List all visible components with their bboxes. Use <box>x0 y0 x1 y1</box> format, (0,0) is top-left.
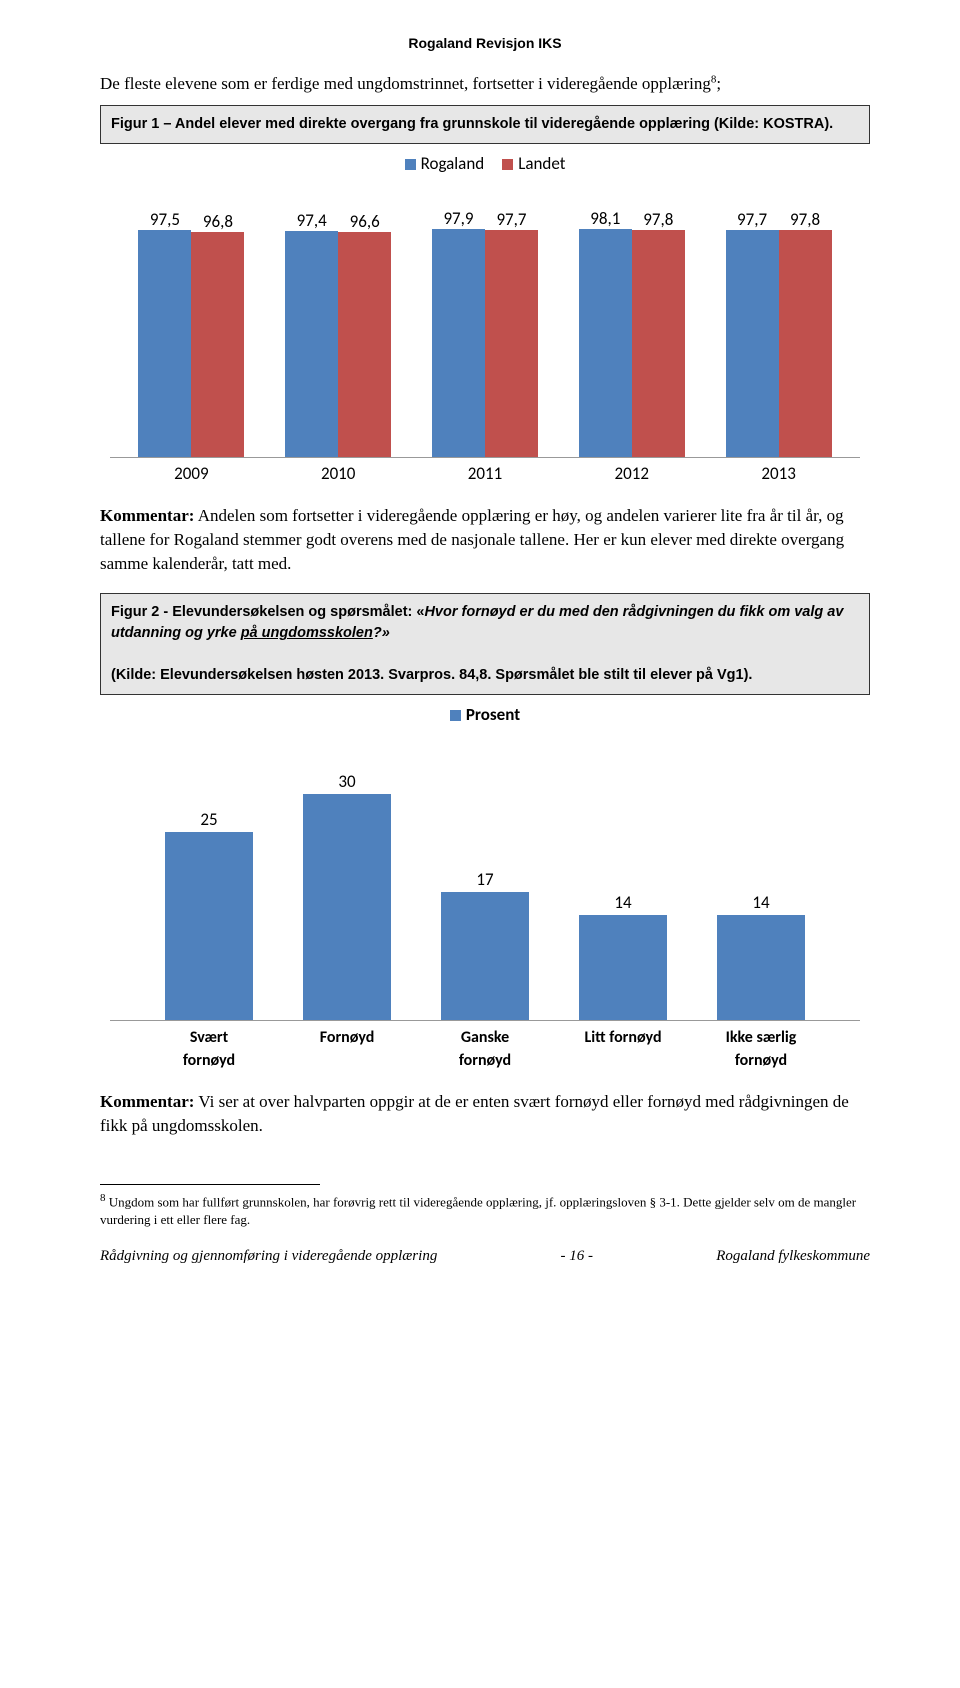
figure1-caption: Figur 1 – Andel elever med direkte overg… <box>100 105 870 144</box>
bar-label: 98,1 <box>579 207 632 231</box>
legend-label: Rogaland <box>421 152 485 176</box>
figure2-title-b: ?» <box>373 625 390 641</box>
chart1-plot: 97,596,897,496,697,997,798,197,897,797,8 <box>110 178 860 458</box>
x-tick: Ikke særlig fornøyd <box>716 1027 806 1072</box>
bar: 25 <box>165 832 253 1021</box>
commentary-label: Kommentar: <box>100 1092 194 1111</box>
bar-label: 25 <box>165 808 253 832</box>
legend-label: Landet <box>518 152 565 176</box>
bar-label: 97,8 <box>632 208 685 232</box>
legend-item-landet: Landet <box>502 152 565 176</box>
x-tick: 2012 <box>579 462 685 486</box>
bar-wrap: 14 <box>716 915 806 1021</box>
footnote: 8 Ungdom som har fullført grunnskolen, h… <box>100 1191 870 1228</box>
x-tick: Ganske fornøyd <box>440 1027 530 1072</box>
bar: 30 <box>303 794 391 1020</box>
footnote-separator <box>100 1184 320 1185</box>
chart2-plot: 2530171414 <box>110 731 860 1021</box>
bar-group: 97,496,6 <box>285 231 391 458</box>
bar-label: 14 <box>579 891 667 915</box>
chart1-legend: Rogaland Landet <box>110 152 860 176</box>
commentary1: Kommentar: Andelen som fortsetter i vide… <box>100 504 870 575</box>
bar-label: 97,7 <box>726 208 779 232</box>
x-tick: Fornøyd <box>302 1027 392 1072</box>
footer-center: - 16 - <box>561 1246 594 1267</box>
commentary-label: Kommentar: <box>100 506 194 525</box>
legend-swatch <box>502 159 513 170</box>
bar-landet: 96,8 <box>191 232 244 457</box>
org-header: Rogaland Revisjon IKS <box>100 34 870 54</box>
figure2-caption: Figur 2 - Elevundersøkelsen og spørsmåle… <box>100 593 870 695</box>
x-tick: 2010 <box>285 462 391 486</box>
commentary-text: Vi ser at over halvparten oppgir at de e… <box>100 1092 849 1135</box>
bar-wrap: 14 <box>578 915 668 1021</box>
bar-label: 96,8 <box>191 210 244 234</box>
legend-label: Prosent <box>466 703 520 727</box>
bar-label: 97,5 <box>138 208 191 232</box>
bar-label: 96,6 <box>338 210 391 234</box>
intro-text: De fleste elevene som er ferdige med ung… <box>100 74 711 93</box>
bar-rogaland: 97,5 <box>138 230 191 457</box>
x-tick: Svært fornøyd <box>164 1027 254 1072</box>
bar-rogaland: 97,9 <box>432 229 485 457</box>
legend-swatch <box>450 710 461 721</box>
x-tick: Litt fornøyd <box>578 1027 668 1072</box>
intro-footnote-ref: 8 <box>711 73 717 85</box>
bar-group: 98,197,8 <box>579 229 685 457</box>
x-tick: 2009 <box>138 462 244 486</box>
x-tick: 2011 <box>432 462 538 486</box>
page-footer: Rådgivning og gjennomføring i videregåen… <box>100 1246 870 1267</box>
chart1: Rogaland Landet 97,596,897,496,697,997,7… <box>100 152 870 486</box>
bar: 14 <box>717 915 805 1021</box>
bar-label: 14 <box>717 891 805 915</box>
footnote-text: Ungdom som har fullført grunnskolen, har… <box>100 1194 856 1227</box>
bar: 14 <box>579 915 667 1021</box>
bar-wrap: 30 <box>302 794 392 1020</box>
bar-group: 97,797,8 <box>726 230 832 458</box>
bar-rogaland: 98,1 <box>579 229 632 457</box>
bar-wrap: 25 <box>164 832 254 1021</box>
bar-group: 97,997,7 <box>432 229 538 457</box>
bar-label: 97,7 <box>485 208 538 232</box>
footer-left: Rådgivning og gjennomføring i videregåen… <box>100 1246 437 1267</box>
chart2: Prosent 2530171414 Svært fornøydFornøydG… <box>100 703 870 1072</box>
bar-label: 97,9 <box>432 207 485 231</box>
bar-landet: 97,7 <box>485 230 538 457</box>
chart2-xaxis: Svært fornøyd Fornøyd Ganske fornøyd Litt f… <box>110 1021 860 1072</box>
bar-label: 97,8 <box>779 208 832 232</box>
figure2-title-a: Figur 2 - Elevundersøkelsen og spørsmåle… <box>111 604 424 620</box>
legend-swatch <box>405 159 416 170</box>
bar-landet: 96,6 <box>338 232 391 457</box>
bar: 17 <box>441 892 529 1020</box>
bar-label: 30 <box>303 770 391 794</box>
bar-group: 97,596,8 <box>138 230 244 457</box>
bar-label: 17 <box>441 868 529 892</box>
bar-wrap: 17 <box>440 892 530 1020</box>
commentary2: Kommentar: Vi ser at over halvparten opp… <box>100 1090 870 1138</box>
footer-right: Rogaland fylkeskommune <box>716 1246 870 1267</box>
chart2-legend: Prosent <box>110 703 860 727</box>
x-tick: 2013 <box>726 462 832 486</box>
intro-paragraph: De fleste elevene som er ferdige med ung… <box>100 72 870 96</box>
bar-label: 97,4 <box>285 209 338 233</box>
figure2-title-u: på ungdomsskolen <box>241 625 373 641</box>
bar-landet: 97,8 <box>632 230 685 458</box>
figure2-sub: (Kilde: Elevundersøkelsen høsten 2013. S… <box>111 667 752 683</box>
chart1-xaxis: 2009 2010 2011 2012 2013 <box>110 458 860 486</box>
bar-rogaland: 97,4 <box>285 231 338 458</box>
bar-rogaland: 97,7 <box>726 230 779 457</box>
commentary-text: Andelen som fortsetter i videregående op… <box>100 506 844 573</box>
bar-landet: 97,8 <box>779 230 832 458</box>
legend-item-rogaland: Rogaland <box>405 152 485 176</box>
